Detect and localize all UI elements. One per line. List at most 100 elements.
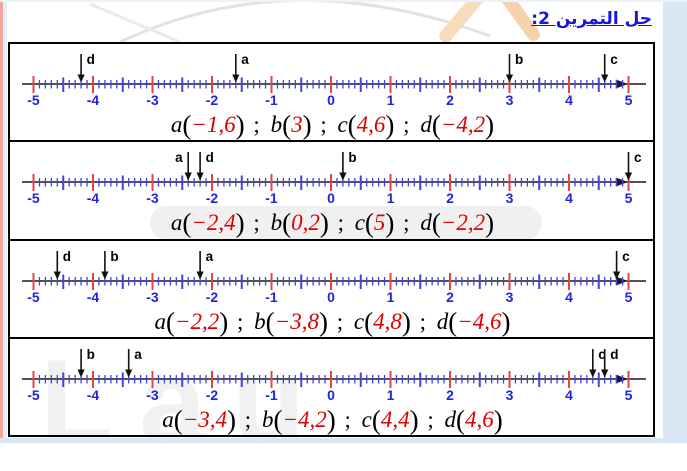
number-line-4: -5 -4 -3 -2 -1 0 1 2 3 4 5 b a c d bbox=[22, 347, 646, 403]
open-paren: ( bbox=[182, 110, 192, 140]
coordinates-formula-2: a(−2,4) ; b(0,2) ; c(5) ; d(−2,2) bbox=[10, 210, 653, 241]
axis-number: -2 bbox=[206, 190, 219, 206]
point-value: −4,6 bbox=[457, 308, 502, 334]
point-marker-d: d bbox=[77, 52, 95, 83]
point-name: a bbox=[162, 406, 174, 432]
down-arrow-icon bbox=[505, 74, 514, 83]
open-paren: ( bbox=[455, 404, 465, 435]
open-paren: ( bbox=[364, 306, 374, 337]
separator: ; bbox=[338, 406, 357, 432]
separator: ; bbox=[397, 112, 416, 137]
number-line-2: -5 -4 -3 -2 -1 0 1 2 3 4 5 a d b c bbox=[22, 150, 646, 206]
separator: ; bbox=[331, 210, 350, 236]
down-arrow-icon bbox=[339, 172, 347, 181]
axis-number: 5 bbox=[625, 92, 633, 108]
point-marker-a: a bbox=[175, 150, 192, 181]
close-paren: ) bbox=[409, 404, 419, 435]
axis-number: 4 bbox=[565, 289, 573, 305]
close-paren: ) bbox=[485, 110, 495, 140]
axis-number: -2 bbox=[206, 289, 219, 305]
watermark-blob bbox=[150, 206, 542, 240]
separator: ; bbox=[247, 112, 266, 137]
point-label: d bbox=[610, 347, 618, 362]
close-paren: ) bbox=[319, 208, 329, 239]
axis-arrow-icon bbox=[615, 79, 628, 89]
point-name: c bbox=[354, 210, 365, 236]
point-label: b bbox=[87, 347, 95, 362]
point-name: d bbox=[444, 406, 456, 432]
axis-number: -5 bbox=[27, 190, 40, 206]
point-name: c bbox=[361, 406, 372, 432]
separator: ; bbox=[330, 308, 349, 334]
point-name: b bbox=[254, 308, 266, 334]
down-arrow-icon bbox=[101, 271, 109, 279]
point-value: −3,4 bbox=[182, 406, 228, 432]
axis-number: 2 bbox=[446, 92, 454, 108]
coordinates-formula-3: a(−2,2) ; b(−3,8) ; c(4,8) ; d(−4,6) bbox=[10, 306, 653, 340]
point-label: d bbox=[206, 150, 214, 165]
open-paren: ( bbox=[166, 306, 175, 337]
point-label: b bbox=[110, 249, 118, 264]
point-label: a bbox=[206, 249, 214, 264]
point-name: d bbox=[420, 112, 432, 137]
point-label: b bbox=[348, 150, 356, 165]
axis-number: -1 bbox=[265, 289, 278, 305]
axis-number: 1 bbox=[387, 92, 395, 108]
top-strip bbox=[0, 0, 687, 2]
point-label: a bbox=[241, 52, 249, 67]
axis-number: 1 bbox=[387, 190, 395, 206]
axis-number: 0 bbox=[327, 289, 335, 305]
point-value: −2,2 bbox=[175, 308, 220, 334]
open-paren: ( bbox=[364, 208, 374, 239]
separator: ; bbox=[231, 308, 250, 334]
axis-number: 4 bbox=[565, 387, 573, 403]
open-paren: ( bbox=[282, 208, 292, 239]
point-value: 0,2 bbox=[291, 210, 320, 236]
point-label: d bbox=[63, 249, 71, 264]
axis-number: 3 bbox=[506, 92, 514, 108]
down-arrow-icon bbox=[232, 74, 240, 83]
open-paren: ( bbox=[182, 208, 192, 239]
number-line-3: -5 -4 -3 -2 -1 0 1 2 3 4 5 d b a c bbox=[22, 249, 646, 305]
open-paren: ( bbox=[371, 404, 381, 435]
axis-number: -3 bbox=[146, 387, 159, 403]
axis-number: 4 bbox=[565, 92, 573, 108]
down-arrow-icon bbox=[196, 271, 204, 279]
axis-number: 2 bbox=[446, 190, 454, 206]
point-label: d bbox=[87, 52, 95, 67]
point-name: a bbox=[170, 210, 183, 236]
point-value: 4,4 bbox=[380, 406, 410, 432]
axis-number: -4 bbox=[87, 190, 100, 206]
point-label: c bbox=[598, 347, 606, 362]
number-line-1: -5 -4 -3 -2 -1 0 1 2 3 4 5 d a b c bbox=[22, 52, 646, 108]
close-paren: ) bbox=[235, 110, 245, 140]
axis-number: -2 bbox=[206, 92, 219, 108]
axis-number: -1 bbox=[265, 92, 278, 108]
point-name: a bbox=[170, 112, 183, 137]
axis-number: 4 bbox=[565, 190, 573, 206]
right-blue-strip bbox=[663, 0, 687, 443]
point-marker-d: d bbox=[196, 150, 214, 181]
down-arrow-icon bbox=[77, 369, 85, 378]
separator: ; bbox=[413, 308, 432, 334]
point-value: 3 bbox=[291, 112, 303, 137]
point-marker-a: a bbox=[232, 52, 249, 83]
point-marker-c: c bbox=[601, 52, 618, 83]
down-arrow-icon bbox=[125, 369, 133, 378]
point-marker-b: b bbox=[339, 150, 357, 181]
separator: ; bbox=[314, 112, 333, 137]
point-name: b bbox=[270, 112, 283, 137]
axis-number: -4 bbox=[87, 92, 100, 108]
axis-number: -1 bbox=[265, 387, 278, 403]
bottom-strip bbox=[0, 438, 687, 443]
point-value: −2,2 bbox=[440, 210, 486, 236]
separator: ; bbox=[421, 406, 440, 432]
down-arrow-icon bbox=[601, 74, 609, 83]
point-label: a bbox=[134, 347, 142, 362]
point-marker-c: c bbox=[613, 249, 630, 279]
axis-number: -3 bbox=[146, 289, 159, 305]
point-value: −2,4 bbox=[191, 210, 236, 236]
point-marker-b: b bbox=[505, 52, 523, 83]
close-paren: ) bbox=[326, 404, 336, 435]
exercise-section-1: -5 -4 -3 -2 -1 0 1 2 3 4 5 d a b c a(−1,6) ; b(3) ; c(… bbox=[10, 44, 653, 140]
